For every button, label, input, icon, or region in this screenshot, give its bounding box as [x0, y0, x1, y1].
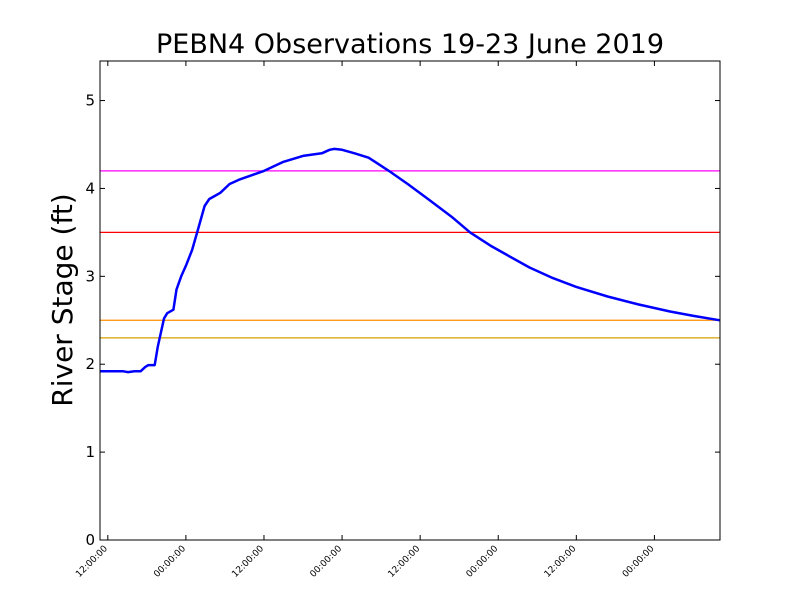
x-tick-label: 12:00:00 [543, 544, 579, 580]
y-tick-label: 4 [85, 179, 95, 197]
y-axis-ticks: 0 1 2 3 4 5 [85, 92, 720, 549]
x-tick-label: 12:00:00 [74, 544, 110, 580]
y-tick-label: 3 [85, 267, 95, 285]
data-series [100, 147, 721, 374]
y-tick-label: 1 [85, 443, 95, 461]
threshold-lines [100, 170, 720, 339]
x-tick-label: 00:00:00 [309, 544, 345, 580]
x-tick-label: 00:00:00 [621, 544, 657, 580]
y-tick-label: 2 [85, 355, 95, 373]
x-tick-label: 12:00:00 [387, 544, 423, 580]
chart-title: PEBN4 Observations 19-23 June 2019 [156, 29, 664, 60]
y-tick-label: 0 [85, 531, 95, 549]
series-line-0 [100, 147, 721, 374]
y-tick-label: 5 [85, 92, 95, 110]
plot-area-frame [99, 60, 721, 541]
y-axis-label: River Stage (ft) [46, 193, 79, 406]
x-tick-label: 00:00:00 [465, 544, 501, 580]
x-tick-label: 12:00:00 [230, 544, 266, 580]
x-tick-label: 00:00:00 [152, 544, 188, 580]
